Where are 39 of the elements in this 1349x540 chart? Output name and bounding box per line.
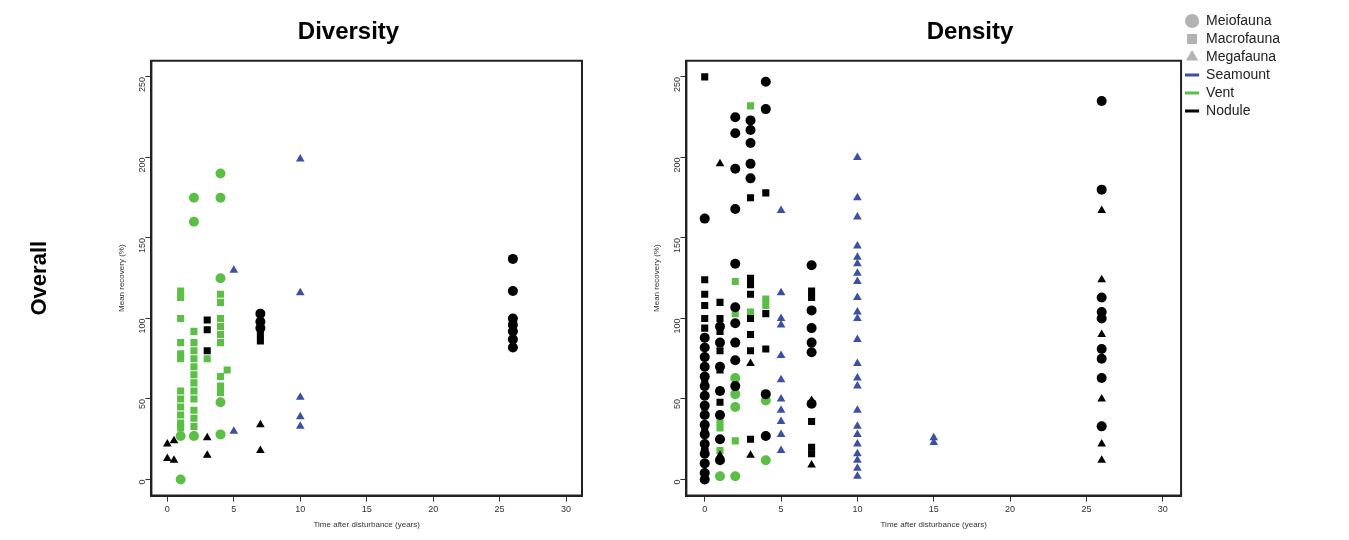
x-tick-label: 10 [295,504,306,515]
chart-title: Density [926,17,1014,45]
x-tick-label: 5 [231,504,237,515]
x-tick-label: 20 [428,504,439,515]
legend-label: Megafauna [1206,47,1277,64]
y-tick-label: 150 [136,237,147,253]
chart-title: Diversity [297,17,400,45]
y-tick-label: 150 [671,237,682,253]
y-tick-label: 100 [136,318,147,334]
y-tick-label: 250 [136,76,147,92]
legend-label: Macrofauna [1206,29,1281,46]
y-tick-label: 200 [136,157,147,173]
x-axis-title: Time after disturbance (years) [880,520,988,530]
text: Overall [26,240,52,316]
legend-label: Seamount [1206,65,1270,82]
x-tick-label: 0 [702,504,708,515]
y-tick-label: 50 [136,398,147,409]
y-tick-label: 100 [671,318,682,334]
x-tick-label: 30 [1157,504,1168,515]
y-tick-label: 50 [671,398,682,409]
x-axis-title: Time after disturbance (years) [313,520,421,530]
x-tick-label: 25 [494,504,505,515]
y-tick-label: 200 [671,157,682,173]
x-tick-label: 20 [1005,504,1016,515]
legend-label: Meiofauna [1206,11,1272,28]
x-tick-label: 10 [852,504,863,515]
y-tick-label: 0 [671,479,682,485]
y-axis-title: Mean recovery (%) [117,244,126,312]
legend-label: Vent [1206,83,1235,100]
y-tick-label: 250 [671,76,682,92]
x-tick-label: 15 [361,504,372,515]
x-tick-label: 5 [778,504,784,515]
y-axis-title: Mean recovery (%) [652,244,661,312]
x-tick-label: 25 [1081,504,1092,515]
x-tick-label: 30 [561,504,572,515]
y-tick-label: 0 [136,479,147,485]
legend-label: Nodule [1206,101,1251,118]
x-tick-label: 15 [928,504,939,515]
x-tick-label: 0 [164,504,170,515]
